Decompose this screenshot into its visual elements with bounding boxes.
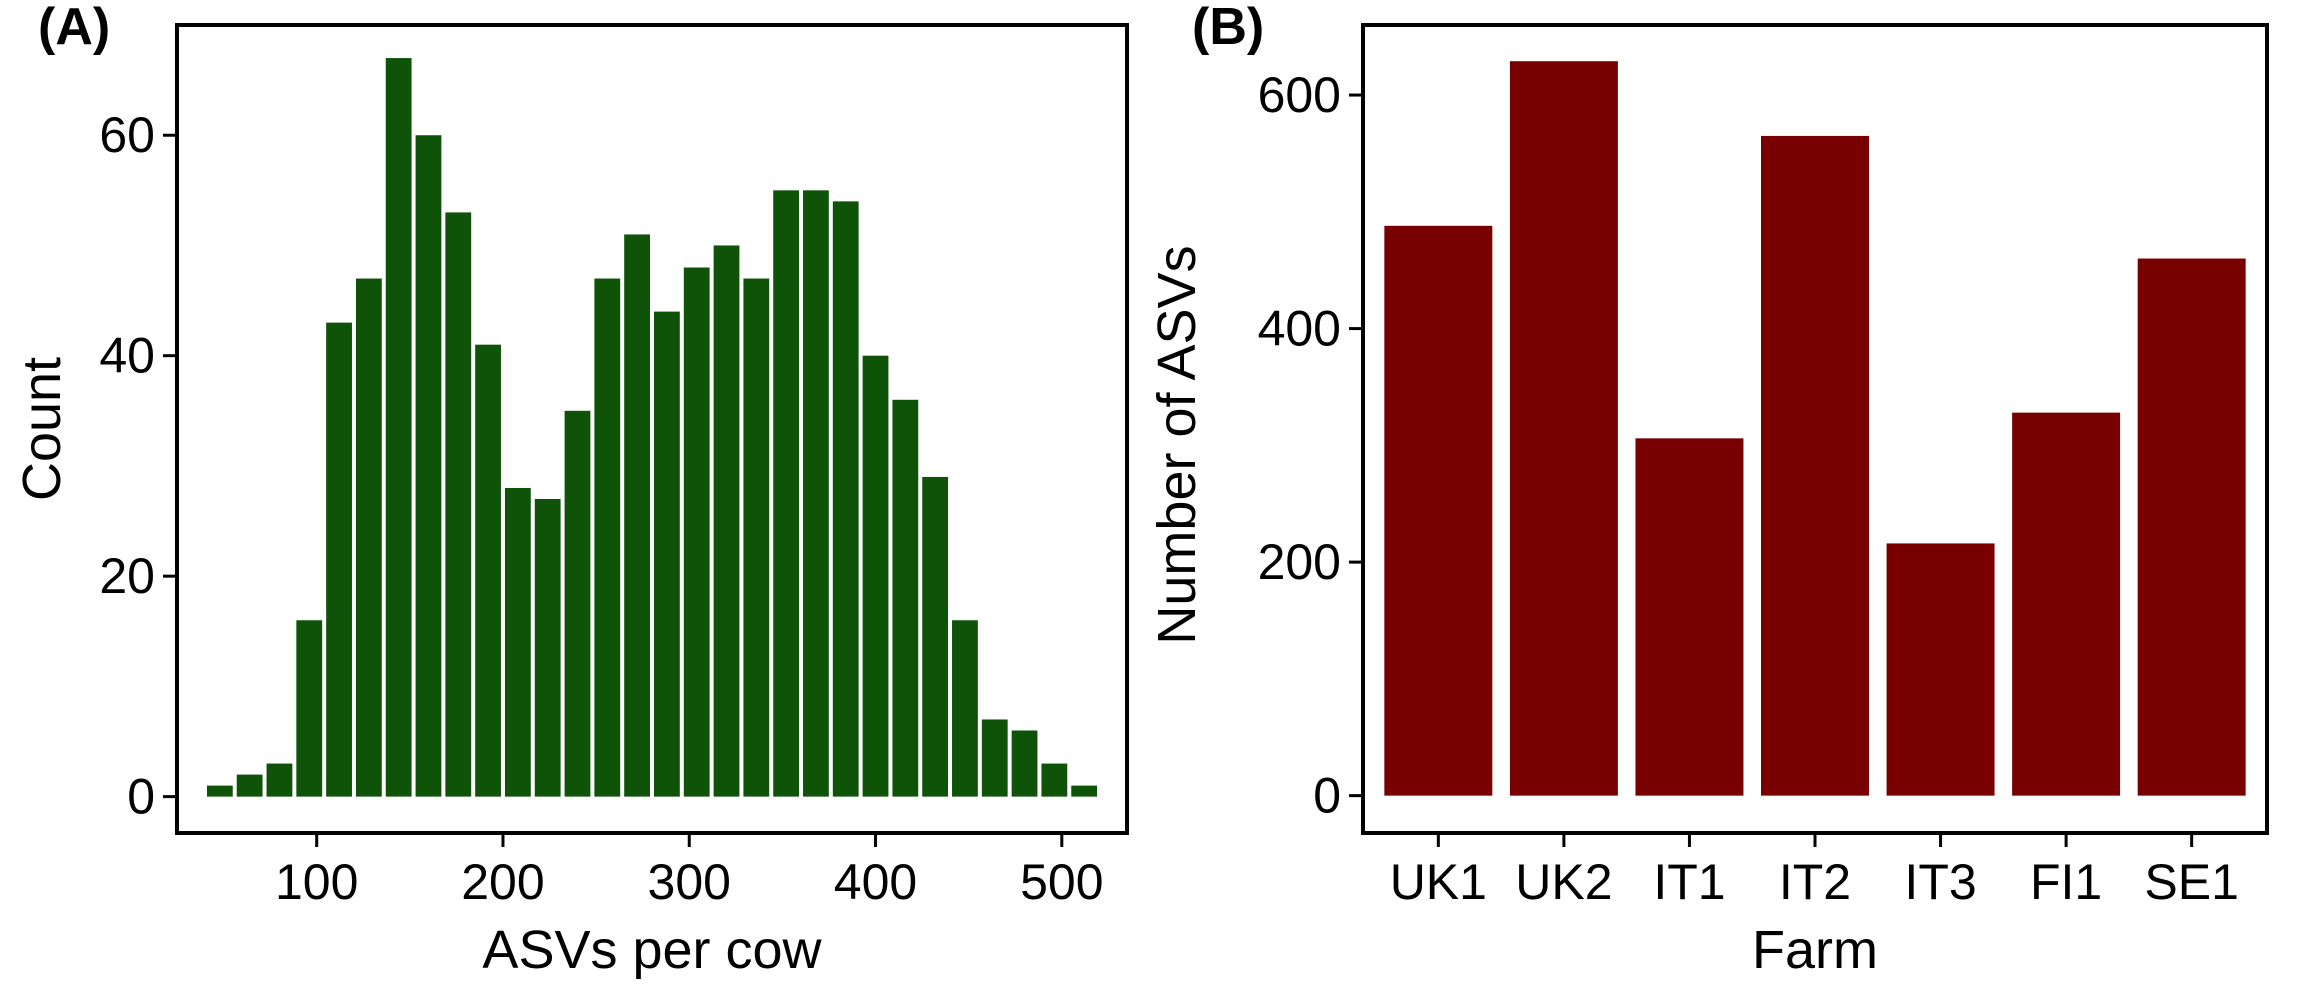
histogram-bar (683, 267, 710, 797)
x-tick-label: 200 (461, 854, 544, 910)
histogram-bar (654, 311, 680, 797)
histogram-bar (445, 212, 472, 797)
histogram-bar (504, 487, 531, 797)
farm-bar-it3 (1886, 543, 1995, 796)
panel-b-x-axis-label: Farm (1752, 920, 1878, 980)
panel-b-y-axis-label: Number of ASVs (1147, 245, 1207, 644)
histogram-panel-a: (A) 100 200 300 400 500 0 20 40 60 ASVs per cow… (12, 0, 1129, 980)
histogram-bar (1041, 763, 1068, 797)
bar-panel-b: (B) UK1 UK2 IT1 IT2 IT3 FI1 SE1 0 200 400 600 Far… (1147, 0, 2269, 980)
farm-bar-fi1 (2012, 412, 2121, 796)
histogram-bar (385, 58, 412, 797)
x-tick-label: UK1 (1390, 854, 1487, 910)
histogram-bar (236, 774, 263, 797)
histogram-bar (832, 201, 859, 797)
histogram-bar (773, 190, 800, 797)
y-tick-label: 20 (99, 548, 155, 604)
histogram-bar (475, 344, 501, 797)
histogram-bar (1011, 730, 1038, 797)
x-tick-label: SE1 (2144, 854, 2239, 910)
y-tick-label: 400 (1258, 301, 1341, 357)
panel-a-frame (175, 23, 1129, 835)
histogram-bar (743, 278, 770, 797)
panel-a-label: (A) (38, 0, 110, 56)
histogram-bar (296, 620, 323, 797)
histogram-bars (206, 58, 1098, 797)
farm-bars (1384, 61, 2246, 796)
y-tick-label: 0 (127, 769, 155, 825)
x-tick-label: 500 (1020, 854, 1103, 910)
panel-b-x-ticks: UK1 UK2 IT1 IT2 IT3 FI1 SE1 (1390, 833, 2239, 910)
y-tick-label: 40 (99, 328, 155, 384)
panel-a-x-ticks: 100 200 300 400 500 (275, 833, 1104, 910)
histogram-bar (415, 135, 442, 797)
panel-a-y-ticks: 0 20 40 60 (99, 107, 177, 825)
y-tick-label: 600 (1258, 67, 1341, 123)
y-tick-label: 200 (1258, 534, 1341, 590)
y-tick-label: 0 (1313, 768, 1341, 824)
histogram-bar (266, 763, 293, 797)
x-tick-label: 400 (834, 854, 917, 910)
histogram-bar (713, 245, 740, 797)
x-tick-label: 300 (648, 854, 731, 910)
histogram-bar (862, 355, 889, 797)
histogram-bar (206, 785, 233, 797)
histogram-bar (594, 278, 621, 797)
panel-b-y-ticks: 0 200 400 600 (1258, 67, 1363, 824)
farm-bar-it1 (1635, 438, 1744, 796)
panel-a-x-axis-label: ASVs per cow (482, 920, 822, 980)
panel-b-label: (B) (1192, 0, 1264, 56)
histogram-bar (326, 322, 352, 797)
x-tick-label: FI1 (2030, 854, 2102, 910)
farm-bar-uk2 (1509, 61, 1618, 796)
farm-bar-it2 (1761, 135, 1869, 796)
histogram-bar (803, 190, 829, 797)
histogram-bar (624, 234, 650, 797)
x-tick-label: IT1 (1653, 854, 1725, 910)
farm-bar-uk1 (1384, 225, 1493, 796)
histogram-bar (534, 498, 561, 797)
histogram-bar (922, 476, 949, 797)
x-tick-label: 100 (275, 854, 358, 910)
histogram-bar (355, 278, 382, 797)
x-tick-label: UK2 (1515, 854, 1612, 910)
panel-a-y-axis-label: Count (12, 357, 72, 501)
x-tick-label: IT3 (1904, 854, 1976, 910)
histogram-bar (952, 620, 978, 797)
histogram-bar (892, 399, 919, 797)
histogram-bar (564, 410, 591, 797)
farm-bar-se1 (2137, 258, 2246, 796)
x-tick-label: IT2 (1779, 854, 1851, 910)
y-tick-label: 60 (99, 107, 155, 163)
histogram-bar (981, 719, 1008, 797)
histogram-bar (1071, 785, 1098, 797)
